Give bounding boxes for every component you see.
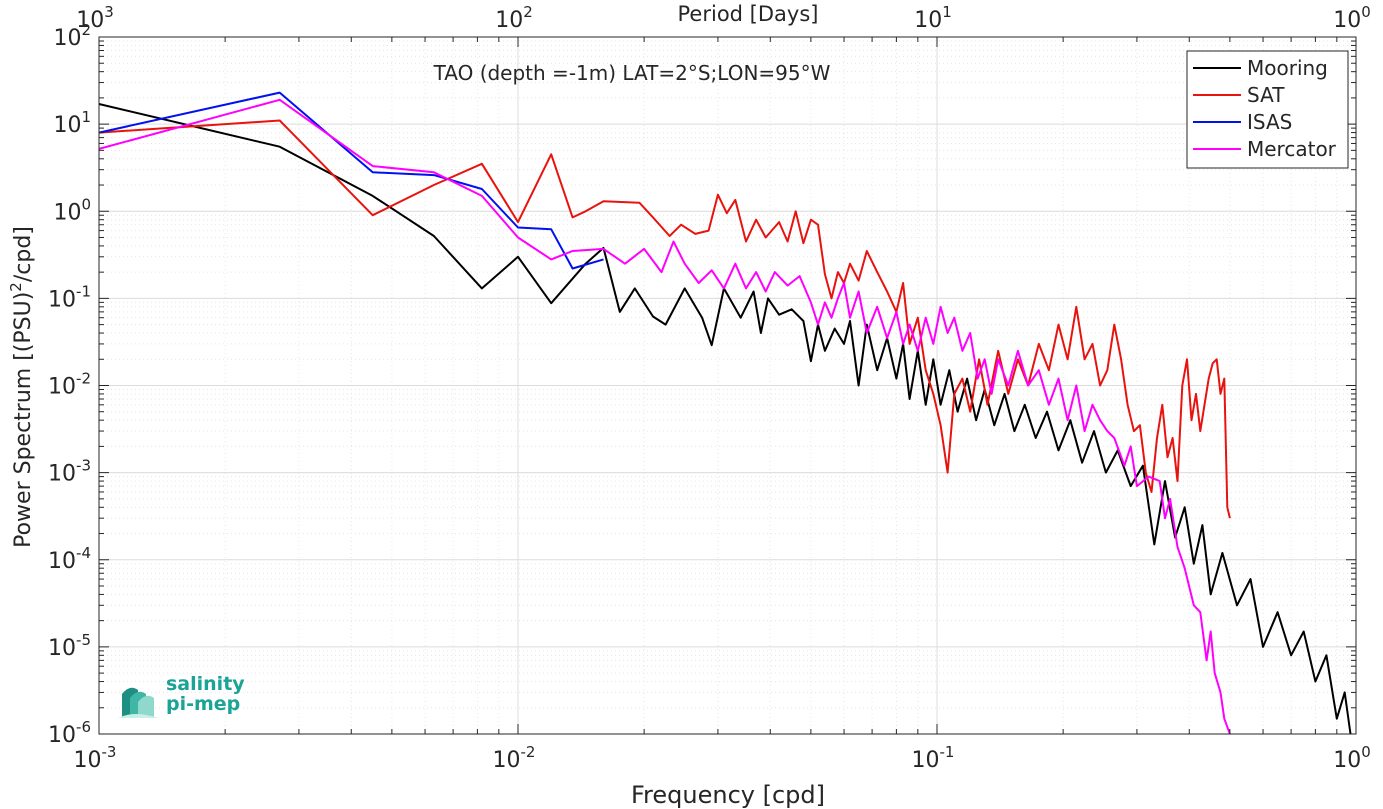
x-axis-label: Frequency [cpd] xyxy=(631,781,825,809)
series-line-isas xyxy=(98,91,604,270)
y-axis-label-superscript: 2 xyxy=(7,282,25,292)
x-tick-label: 10-3 xyxy=(74,743,117,773)
top-tick-labels: 103 102 101 100 xyxy=(76,3,1371,33)
tick-marks xyxy=(98,37,1356,735)
series-line-mooring xyxy=(98,103,1352,735)
legend-label-isas: ISAS xyxy=(1247,110,1292,134)
y-tick-label: 10-6 xyxy=(48,718,91,748)
x-tick-label: 10-1 xyxy=(912,743,955,773)
top-axis-label: Period [Days] xyxy=(678,2,819,26)
y-axis-label-tail: /cpd] xyxy=(11,226,36,282)
logo-text: salinity pi-mep xyxy=(166,674,245,714)
series-line-mercator xyxy=(98,98,1231,735)
legend-label-mooring: Mooring xyxy=(1247,56,1328,80)
y-tick-label: 10-5 xyxy=(48,631,91,661)
y-tick-label: 10-1 xyxy=(48,282,91,312)
y-tick-labels: 10-6 10-5 10-4 10-3 10-2 10-1 100 101 102 xyxy=(48,21,91,748)
logo-wave-icon xyxy=(118,687,158,718)
logo-line-2: pi-mep xyxy=(166,693,241,715)
legend-items: Mooring SAT ISAS Mercator xyxy=(1193,56,1337,161)
y-axis-label: Power Spectrum [(PSU)2/cpd] xyxy=(7,226,36,548)
salinity-pi-mep-logo: salinity pi-mep xyxy=(116,674,256,722)
top-tick-label: 100 xyxy=(1333,3,1371,33)
chart-title: TAO (depth =-1m) LAT=2°S;LON=95°W xyxy=(433,61,831,85)
top-tick-label: 101 xyxy=(914,3,952,33)
y-axis-label-main: Power Spectrum [(PSU) xyxy=(11,292,36,548)
logo-line-1: salinity xyxy=(166,673,245,695)
y-tick-label: 10-4 xyxy=(48,544,91,574)
legend: Mooring SAT ISAS Mercator xyxy=(1186,50,1349,169)
y-tick-label: 101 xyxy=(53,108,91,138)
series-line-sat xyxy=(98,119,1231,519)
y-tick-label: 10-2 xyxy=(48,370,91,400)
legend-label-sat: SAT xyxy=(1247,83,1285,107)
x-tick-label: 100 xyxy=(1333,743,1371,773)
series-layer xyxy=(98,91,1352,735)
y-tick-label: 100 xyxy=(53,195,91,225)
legend-label-mercator: Mercator xyxy=(1247,137,1337,161)
x-tick-labels: 10-3 10-2 10-1 100 xyxy=(74,743,1371,773)
y-tick-label: 102 xyxy=(53,21,91,51)
x-tick-label: 10-2 xyxy=(493,743,536,773)
y-tick-label: 10-3 xyxy=(48,457,91,487)
top-tick-label: 102 xyxy=(495,3,533,33)
top-tick-label: 103 xyxy=(76,3,114,33)
